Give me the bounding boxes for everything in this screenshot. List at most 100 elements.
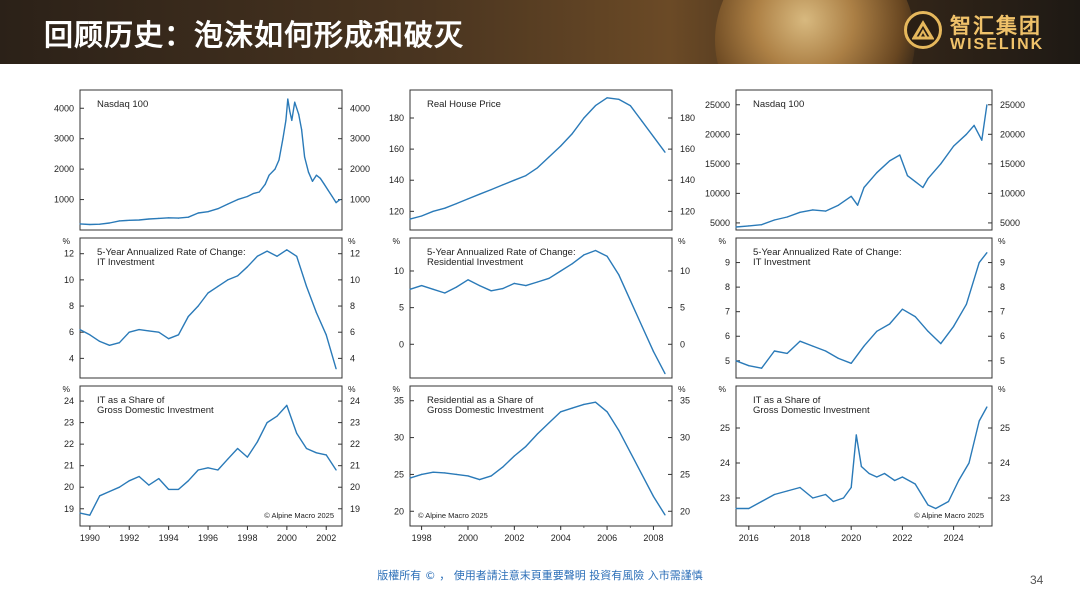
- y-tick-label-right: 19: [350, 504, 360, 514]
- y-tick-label-right: 12: [350, 249, 360, 259]
- data-point: [571, 133, 573, 135]
- data-point: [89, 223, 91, 226]
- data-point: [850, 486, 852, 489]
- data-point: [138, 219, 140, 221]
- data-point: [258, 191, 260, 193]
- data-point: [108, 490, 111, 493]
- y-tick-label-right: 24: [1000, 458, 1010, 468]
- data-point: [207, 211, 209, 213]
- data-point: [513, 455, 515, 457]
- data-point: [594, 105, 597, 107]
- y-tick-label-left: 0: [399, 339, 404, 349]
- data-point: [773, 219, 775, 221]
- data-point: [264, 183, 266, 185]
- data-point: [735, 226, 737, 228]
- data-point: [773, 350, 775, 352]
- data-point: [652, 351, 655, 353]
- x-tick-label: 1998: [412, 533, 432, 543]
- data-point: [158, 331, 160, 333]
- data-point: [335, 368, 337, 370]
- data-point: [335, 202, 337, 204]
- data-point: [799, 486, 801, 489]
- data-point: [197, 212, 199, 214]
- unit-label-left: %: [392, 384, 400, 394]
- unit-label-right: %: [678, 384, 686, 394]
- chart-nasdaq-1990s: Nasdaq 100 1000 1000 2000 2000 3000 3000 4000 40…: [40, 84, 370, 550]
- data-point: [168, 488, 170, 490]
- data-point: [444, 292, 446, 294]
- y-tick-label-left: 12: [64, 249, 74, 259]
- data-point: [99, 223, 101, 225]
- data-point: [641, 120, 643, 122]
- data-point: [629, 105, 631, 107]
- x-tick-label: 1992: [119, 533, 139, 543]
- data-point: [901, 476, 903, 478]
- y-tick-label-right: 5: [680, 303, 685, 313]
- data-point: [285, 119, 287, 121]
- data-point: [525, 445, 527, 447]
- data-point: [606, 97, 608, 99]
- data-point: [560, 411, 562, 413]
- data-point: [571, 407, 573, 409]
- data-point: [331, 195, 333, 198]
- data-point: [128, 480, 130, 482]
- data-point: [571, 263, 573, 265]
- y-tick-label-left: 9: [725, 258, 730, 268]
- data-point: [89, 334, 91, 336]
- data-point: [325, 454, 327, 456]
- data-point: [986, 252, 988, 254]
- y-tick-label-left: 160: [389, 144, 404, 154]
- y-tick-label-left: 20: [64, 482, 74, 492]
- data-point: [256, 255, 258, 257]
- y-tick-label-right: 140: [680, 175, 695, 185]
- data-point: [409, 477, 411, 479]
- data-point: [618, 98, 620, 100]
- data-point: [629, 451, 631, 453]
- data-point: [978, 420, 980, 422]
- series-line: [79, 98, 341, 226]
- data-point: [246, 456, 248, 458]
- chart-title: Gross Domestic Investment: [753, 405, 870, 416]
- data-point: [812, 209, 814, 211]
- unit-label-left: %: [718, 384, 726, 394]
- y-tick-label-left: 20000: [705, 129, 730, 139]
- data-point: [786, 490, 788, 492]
- y-tick-label-right: 24: [350, 396, 360, 406]
- y-tick-label-right: 5000: [1000, 218, 1020, 228]
- data-point: [432, 210, 434, 212]
- data-point: [246, 266, 248, 268]
- data-point: [735, 507, 737, 510]
- data-point: [323, 183, 325, 185]
- chart-title: IT Investment: [97, 257, 155, 268]
- chart-nasdaq-2020s: Nasdaq 100 5000 5000 10000 10000 15000 15000 20…: [700, 84, 1040, 550]
- data-point: [187, 315, 189, 318]
- data-point: [421, 285, 423, 287]
- y-tick-label-right: 2000: [350, 164, 370, 174]
- plot-frame: [79, 89, 343, 231]
- data-point: [168, 338, 170, 340]
- logo-english-name: WISELINK: [950, 36, 1045, 53]
- data-point: [467, 475, 469, 477]
- data-point: [832, 500, 834, 503]
- y-tick-label-left: 180: [389, 113, 404, 123]
- data-point: [548, 422, 550, 424]
- data-point: [799, 340, 801, 342]
- series-line: [409, 249, 666, 374]
- y-tick-label-left: 19: [64, 504, 74, 514]
- data-point: [958, 479, 960, 482]
- data-point: [664, 151, 666, 153]
- data-point: [301, 129, 303, 131]
- data-point: [256, 441, 258, 443]
- plot-frame: [79, 385, 343, 527]
- y-tick-label-right: 10: [350, 275, 360, 285]
- data-point: [786, 352, 788, 354]
- data-point: [327, 189, 329, 191]
- y-tick-label-left: 23: [720, 493, 730, 503]
- series-line: [736, 406, 988, 510]
- series-line: [79, 404, 337, 516]
- data-point: [863, 186, 865, 189]
- data-point: [548, 156, 550, 158]
- data-point: [282, 138, 284, 140]
- data-point: [266, 422, 268, 424]
- data-point: [513, 179, 515, 181]
